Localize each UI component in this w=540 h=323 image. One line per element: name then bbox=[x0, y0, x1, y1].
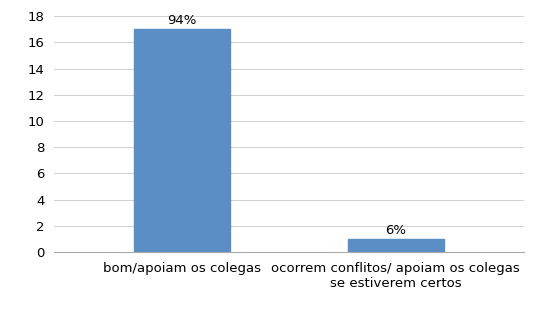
Bar bbox=[134, 29, 230, 252]
Text: 94%: 94% bbox=[167, 14, 197, 27]
Text: 6%: 6% bbox=[385, 224, 406, 237]
Bar bbox=[348, 239, 444, 252]
